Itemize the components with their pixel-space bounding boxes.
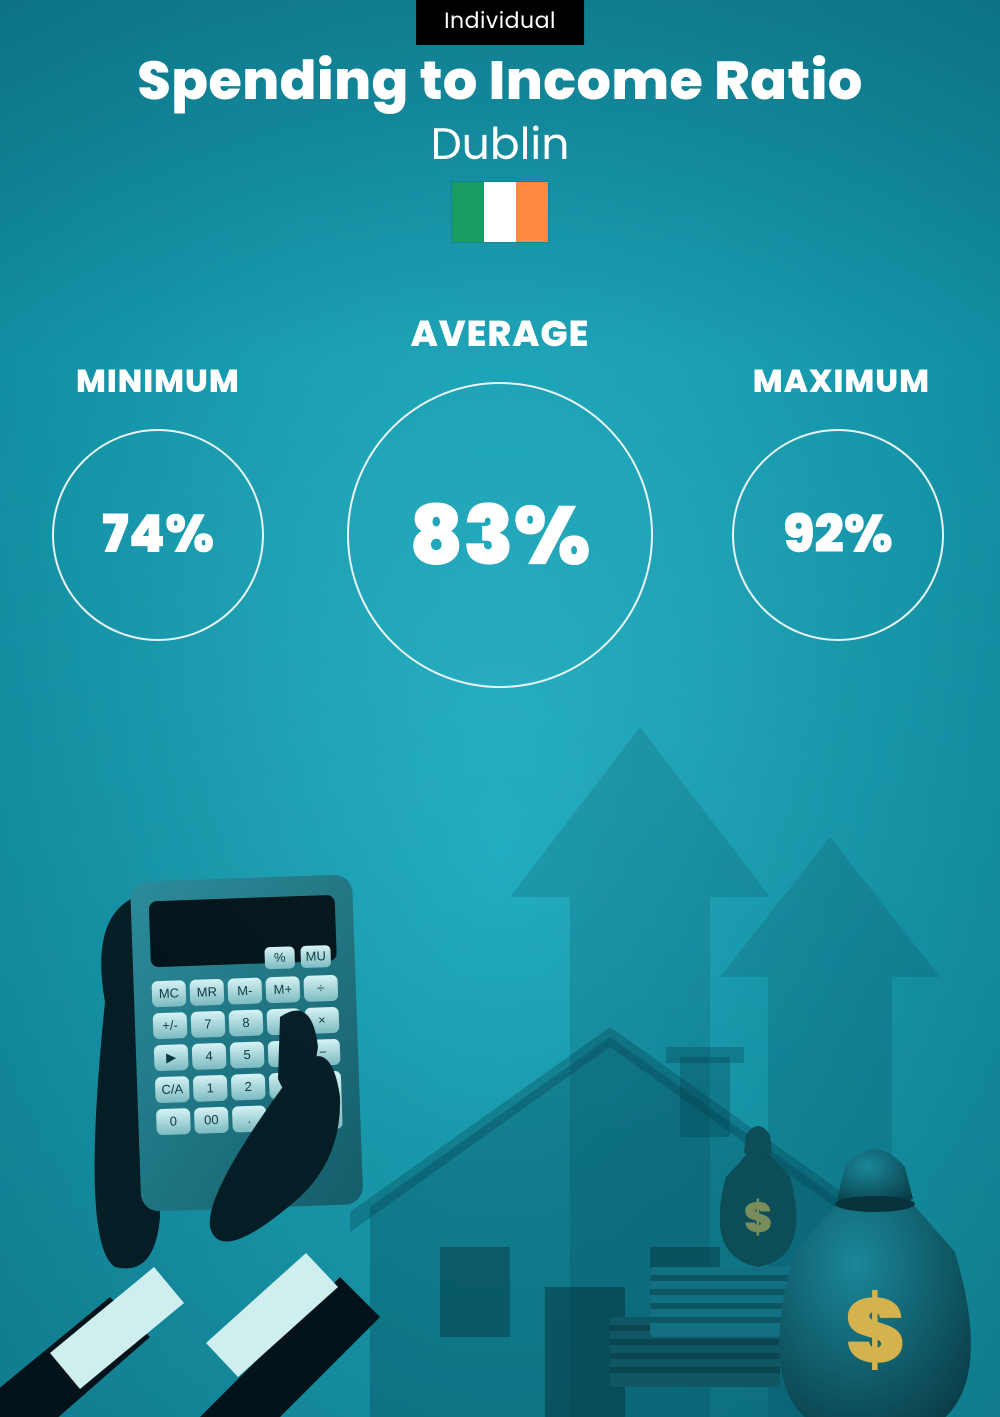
svg-text:×: × xyxy=(318,1012,326,1027)
svg-text:2: 2 xyxy=(244,1079,252,1094)
svg-text:5: 5 xyxy=(243,1047,251,1062)
svg-text:.: . xyxy=(247,1111,251,1126)
maximum-circle: 92% xyxy=(732,429,944,641)
flag-stripe-white xyxy=(484,182,516,242)
svg-text:M+: M+ xyxy=(273,981,292,997)
svg-text:▶: ▶ xyxy=(166,1050,177,1065)
average-value: 83% xyxy=(409,474,590,597)
city-name: Dublin xyxy=(0,112,1000,177)
category-tab: Individual xyxy=(416,0,584,45)
money-bag-large-icon: $ xyxy=(779,1150,971,1417)
svg-text:0: 0 xyxy=(169,1114,177,1129)
infographic-page: Individual Spending to Income Ratio Dubl… xyxy=(0,0,1000,1417)
minimum-label: MINIMUM xyxy=(76,358,240,406)
svg-text:MU: MU xyxy=(305,948,326,964)
calculator-hands-icon: MC MR M- M+ ÷ % MU +/- 7 8 9 × ▶ 4 xyxy=(0,797,500,1417)
flag-stripe-green xyxy=(452,182,484,242)
flag-stripe-orange xyxy=(516,182,548,242)
svg-text:C/A: C/A xyxy=(161,1081,184,1097)
maximum-value: 92% xyxy=(783,496,892,574)
svg-text:$: $ xyxy=(845,1267,905,1394)
svg-text:00: 00 xyxy=(204,1112,219,1127)
average-label: AVERAGE xyxy=(0,306,1000,361)
svg-text:%: % xyxy=(274,950,287,965)
svg-text:M-: M- xyxy=(237,983,253,999)
category-label: Individual xyxy=(444,5,556,36)
svg-text:÷: ÷ xyxy=(317,980,325,995)
svg-text:1: 1 xyxy=(206,1080,214,1095)
money-bag-small-icon: $ xyxy=(720,1126,796,1267)
minimum-value: 74% xyxy=(102,496,214,574)
svg-text:MC: MC xyxy=(159,985,180,1001)
ireland-flag-icon xyxy=(452,182,548,242)
svg-text:+/-: +/- xyxy=(162,1017,178,1033)
maximum-label: MAXIMUM xyxy=(753,358,930,406)
svg-text:$: $ xyxy=(744,1188,772,1247)
svg-text:7: 7 xyxy=(204,1016,212,1031)
svg-text:4: 4 xyxy=(205,1048,213,1063)
page-title: Spending to Income Ratio xyxy=(0,40,1000,121)
svg-text:MR: MR xyxy=(197,984,218,1000)
svg-text:8: 8 xyxy=(242,1015,250,1030)
minimum-circle: 74% xyxy=(52,429,264,641)
average-circle: 83% xyxy=(347,382,653,688)
decorative-illustration: $ $ xyxy=(0,717,1000,1417)
